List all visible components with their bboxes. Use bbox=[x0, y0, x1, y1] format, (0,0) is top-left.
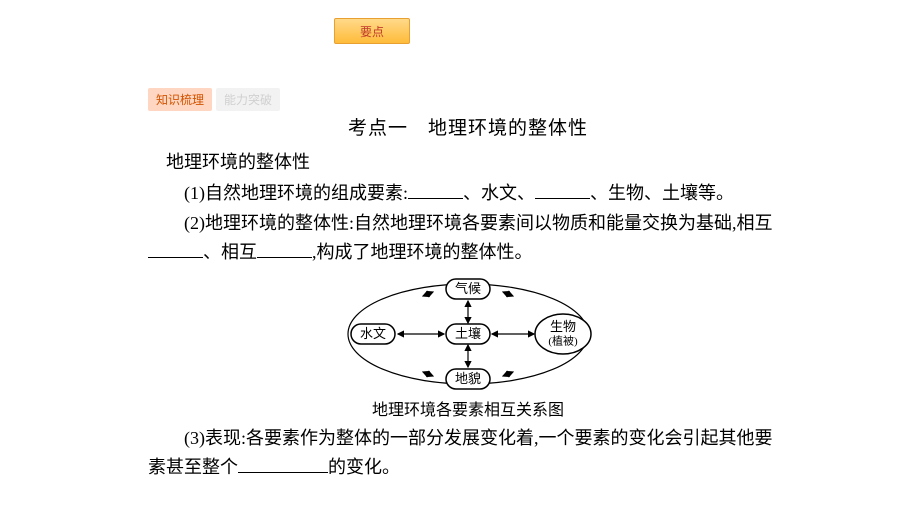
node-top: 气候 bbox=[446, 279, 490, 299]
blank-2 bbox=[535, 179, 590, 199]
diagram-container: 气候 水文 土壤 生物 (植被) 地貌 地理环境各要素相互关系图 bbox=[148, 271, 788, 424]
section-title: 考点一 地理环境的整体性 bbox=[148, 114, 788, 143]
paragraph-2: (2)地理环境的整体性:自然地理环境各要素间以物质和能量交换为基础,相互、相互,… bbox=[148, 210, 788, 267]
key-point-button[interactable]: 要点 bbox=[334, 18, 410, 44]
paragraph-3: (3)表现:各要素作为整体的一部分发展变化着,一个要素的变化会引起其他要素甚至整… bbox=[148, 425, 788, 482]
content-area: 考点一 地理环境的整体性 地理环境的整体性 (1)自然地理环境的组成要素:、水文… bbox=[148, 114, 788, 484]
key-point-label: 要点 bbox=[360, 23, 384, 40]
sub-tabs: 知识梳理 能力突破 bbox=[148, 88, 280, 111]
blank-1 bbox=[408, 179, 463, 199]
tab-knowledge[interactable]: 知识梳理 bbox=[148, 88, 212, 111]
tab-ability[interactable]: 能力突破 bbox=[216, 88, 280, 111]
node-bottom: 地貌 bbox=[446, 369, 490, 389]
relation-diagram: 气候 水文 土壤 生物 (植被) 地貌 bbox=[328, 271, 608, 397]
diagram-caption: 地理环境各要素相互关系图 bbox=[372, 399, 564, 424]
node-left: 水文 bbox=[351, 324, 395, 344]
node-center: 土壤 bbox=[446, 324, 490, 344]
svg-text:水文: 水文 bbox=[360, 326, 386, 341]
svg-text:生物: 生物 bbox=[550, 319, 576, 334]
svg-text:土壤: 土壤 bbox=[455, 326, 481, 341]
blank-5 bbox=[238, 453, 328, 473]
svg-text:气候: 气候 bbox=[455, 281, 481, 296]
blank-3 bbox=[148, 238, 203, 258]
blank-4 bbox=[257, 238, 312, 258]
section-subtitle: 地理环境的整体性 bbox=[148, 149, 788, 177]
svg-text:(植被): (植被) bbox=[548, 333, 578, 347]
paragraph-1: (1)自然地理环境的组成要素:、水文、、生物、土壤等。 bbox=[148, 179, 788, 208]
node-right: 生物 (植被) bbox=[535, 314, 591, 354]
svg-text:地貌: 地貌 bbox=[455, 371, 481, 386]
